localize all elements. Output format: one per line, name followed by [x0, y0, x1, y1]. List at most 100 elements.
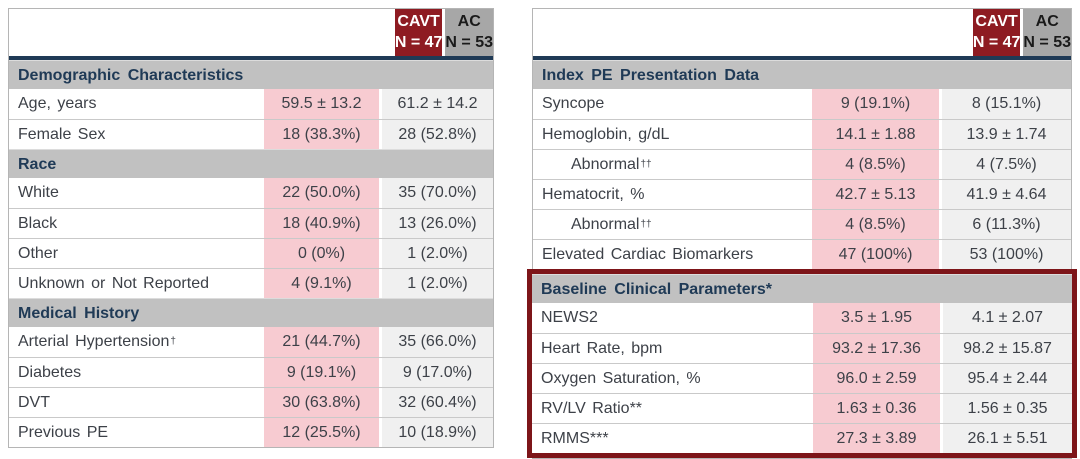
value-cavt: 9 (19.1%): [261, 358, 379, 387]
value-ac: 1 (2.0%): [379, 269, 493, 298]
value-ac: 98.2 ± 15.87: [940, 334, 1072, 363]
header-divider-line: [9, 56, 493, 60]
value-cavt: 47 (100%): [809, 240, 939, 269]
value-cavt: 18 (40.9%): [261, 209, 379, 238]
value-cavt: 27.3 ± 3.89: [810, 424, 940, 453]
header-spacer-cell: [533, 9, 970, 56]
table-section: Medical History Arterial Hypertension † 21 …: [9, 298, 493, 447]
row-label: Oxygen Saturation, %: [532, 364, 810, 393]
table-row: Age, years 59.5 ± 13.2 61.2 ± 14.2: [9, 89, 493, 119]
header-spacer-cell: [9, 9, 392, 56]
row-label: Unknown or Not Reported: [9, 269, 261, 298]
column-header-ac: AC N = 53: [1020, 9, 1071, 56]
row-label: DVT: [9, 388, 261, 417]
column-header-cavt-label: CAVT: [397, 12, 440, 30]
column-header-cavt: CAVT N = 47: [391, 9, 443, 56]
value-cavt: 4 (8.5%): [809, 210, 939, 239]
row-label: Black: [9, 209, 261, 238]
value-cavt: 96.0 ± 2.59: [810, 364, 940, 393]
table-row: Abnormal †† 4 (8.5%) 4 (7.5%): [533, 149, 1071, 179]
row-label: NEWS2: [532, 303, 810, 333]
row-label: Previous PE: [9, 418, 261, 447]
section-header: Medical History: [9, 298, 493, 327]
table-row: RMMS*** 27.3 ± 3.89 26.1 ± 5.51: [532, 423, 1072, 453]
value-ac: 95.4 ± 2.44: [940, 364, 1072, 393]
section-header: Index PE Presentation Data: [533, 60, 1071, 89]
row-label: Hematocrit, %: [533, 180, 809, 209]
value-cavt: 0 (0%): [261, 239, 379, 268]
table-row: Black 18 (40.9%) 13 (26.0%): [9, 208, 493, 238]
table-row: Female Sex 18 (38.3%) 28 (52.8%): [9, 119, 493, 149]
value-cavt: 59.5 ± 13.2: [261, 89, 379, 119]
value-cavt: 22 (50.0%): [261, 178, 379, 208]
value-ac: 4 (7.5%): [939, 150, 1071, 179]
value-ac: 9 (17.0%): [379, 358, 493, 387]
value-cavt: 12 (25.5%): [261, 418, 379, 447]
row-label: RV/LV Ratio**: [532, 394, 810, 423]
header-divider-line: [533, 56, 1071, 60]
table-row: Abnormal †† 4 (8.5%) 6 (11.3%): [533, 209, 1071, 239]
table-row: Arterial Hypertension † 21 (44.7%) 35 (66.0…: [9, 327, 493, 357]
row-label: Age, years: [9, 89, 261, 119]
value-cavt: 9 (19.1%): [809, 89, 939, 119]
column-header-cavt-n: N = 47: [394, 33, 443, 51]
value-ac: 10 (18.9%): [379, 418, 493, 447]
value-ac: 41.9 ± 4.64: [939, 180, 1071, 209]
value-ac: 32 (60.4%): [379, 388, 493, 417]
column-header-ac-label: AC: [457, 12, 481, 30]
table-row: Unknown or Not Reported 4 (9.1%) 1 (2.0%): [9, 268, 493, 298]
table-row: Diabetes 9 (19.1%) 9 (17.0%): [9, 357, 493, 387]
column-header-row: CAVT N = 47 AC N = 53: [9, 9, 493, 56]
row-label: White: [9, 178, 261, 208]
highlighted-section: Baseline Clinical Parameters* NEWS2 3.5 ± …: [527, 269, 1077, 458]
value-ac: 35 (70.0%): [379, 178, 493, 208]
column-header-ac: AC N = 53: [442, 9, 493, 56]
value-cavt: 14.1 ± 1.88: [809, 120, 939, 149]
value-ac: 8 (15.1%): [939, 89, 1071, 119]
value-ac: 1.56 ± 0.35: [940, 394, 1072, 423]
row-label: Elevated Cardiac Biomarkers: [533, 240, 809, 269]
row-label: RMMS***: [532, 424, 810, 453]
column-header-cavt-n: N = 47: [972, 33, 1021, 51]
row-label: Other: [9, 239, 261, 268]
section-header: Baseline Clinical Parameters*: [532, 274, 1072, 303]
value-cavt: 4 (9.1%): [261, 269, 379, 298]
column-header-cavt-label: CAVT: [975, 12, 1018, 30]
table-row: Elevated Cardiac Biomarkers 47 (100%) 53 (…: [533, 239, 1071, 269]
value-ac: 26.1 ± 5.51: [940, 424, 1072, 453]
value-cavt: 21 (44.7%): [261, 327, 379, 357]
table-row: NEWS2 3.5 ± 1.95 4.1 ± 2.07: [532, 303, 1072, 333]
value-cavt: 18 (38.3%): [261, 120, 379, 149]
row-label: Heart Rate, bpm: [532, 334, 810, 363]
row-label: Abnormal ††: [533, 210, 809, 239]
row-label: Female Sex: [9, 120, 261, 149]
value-ac: 6 (11.3%): [939, 210, 1071, 239]
value-ac: 61.2 ± 14.2: [379, 89, 493, 119]
row-label: Arterial Hypertension †: [9, 327, 261, 357]
value-cavt: 1.63 ± 0.36: [810, 394, 940, 423]
column-header-ac-label: AC: [1035, 12, 1059, 30]
column-header-ac-n: N = 53: [1023, 33, 1071, 51]
clinical-presentation-table: CAVT N = 47 AC N = 53 Index PE Presentation …: [527, 8, 1077, 459]
table-row: Hematocrit, % 42.7 ± 5.13 41.9 ± 4.64: [533, 179, 1071, 209]
table-row: Heart Rate, bpm 93.2 ± 17.36 98.2 ± 15.87: [532, 333, 1072, 363]
demographics-table: CAVT N = 47 AC N = 53 Demographic Characteri…: [8, 8, 494, 448]
row-label: Syncope: [533, 89, 809, 119]
table-row: Oxygen Saturation, % 96.0 ± 2.59 95.4 ± 2.…: [532, 363, 1072, 393]
table-row: Other 0 (0%) 1 (2.0%): [9, 238, 493, 268]
table-row: White 22 (50.0%) 35 (70.0%): [9, 178, 493, 208]
row-label: Diabetes: [9, 358, 261, 387]
table-section: Index PE Presentation Data Syncope 9 (19.1…: [533, 60, 1071, 269]
table-row: DVT 30 (63.8%) 32 (60.4%): [9, 387, 493, 417]
value-ac: 28 (52.8%): [379, 120, 493, 149]
value-ac: 1 (2.0%): [379, 239, 493, 268]
value-ac: 35 (66.0%): [379, 327, 493, 357]
table-row: RV/LV Ratio** 1.63 ± 0.36 1.56 ± 0.35: [532, 393, 1072, 423]
table-row: Hemoglobin, g/dL 14.1 ± 1.88 13.9 ± 1.74: [533, 119, 1071, 149]
value-cavt: 93.2 ± 17.36: [810, 334, 940, 363]
table-row: Previous PE 12 (25.5%) 10 (18.9%): [9, 417, 493, 447]
section-header: Race: [9, 149, 493, 178]
column-header-ac-n: N = 53: [445, 33, 493, 51]
column-header-cavt: CAVT N = 47: [969, 9, 1021, 56]
